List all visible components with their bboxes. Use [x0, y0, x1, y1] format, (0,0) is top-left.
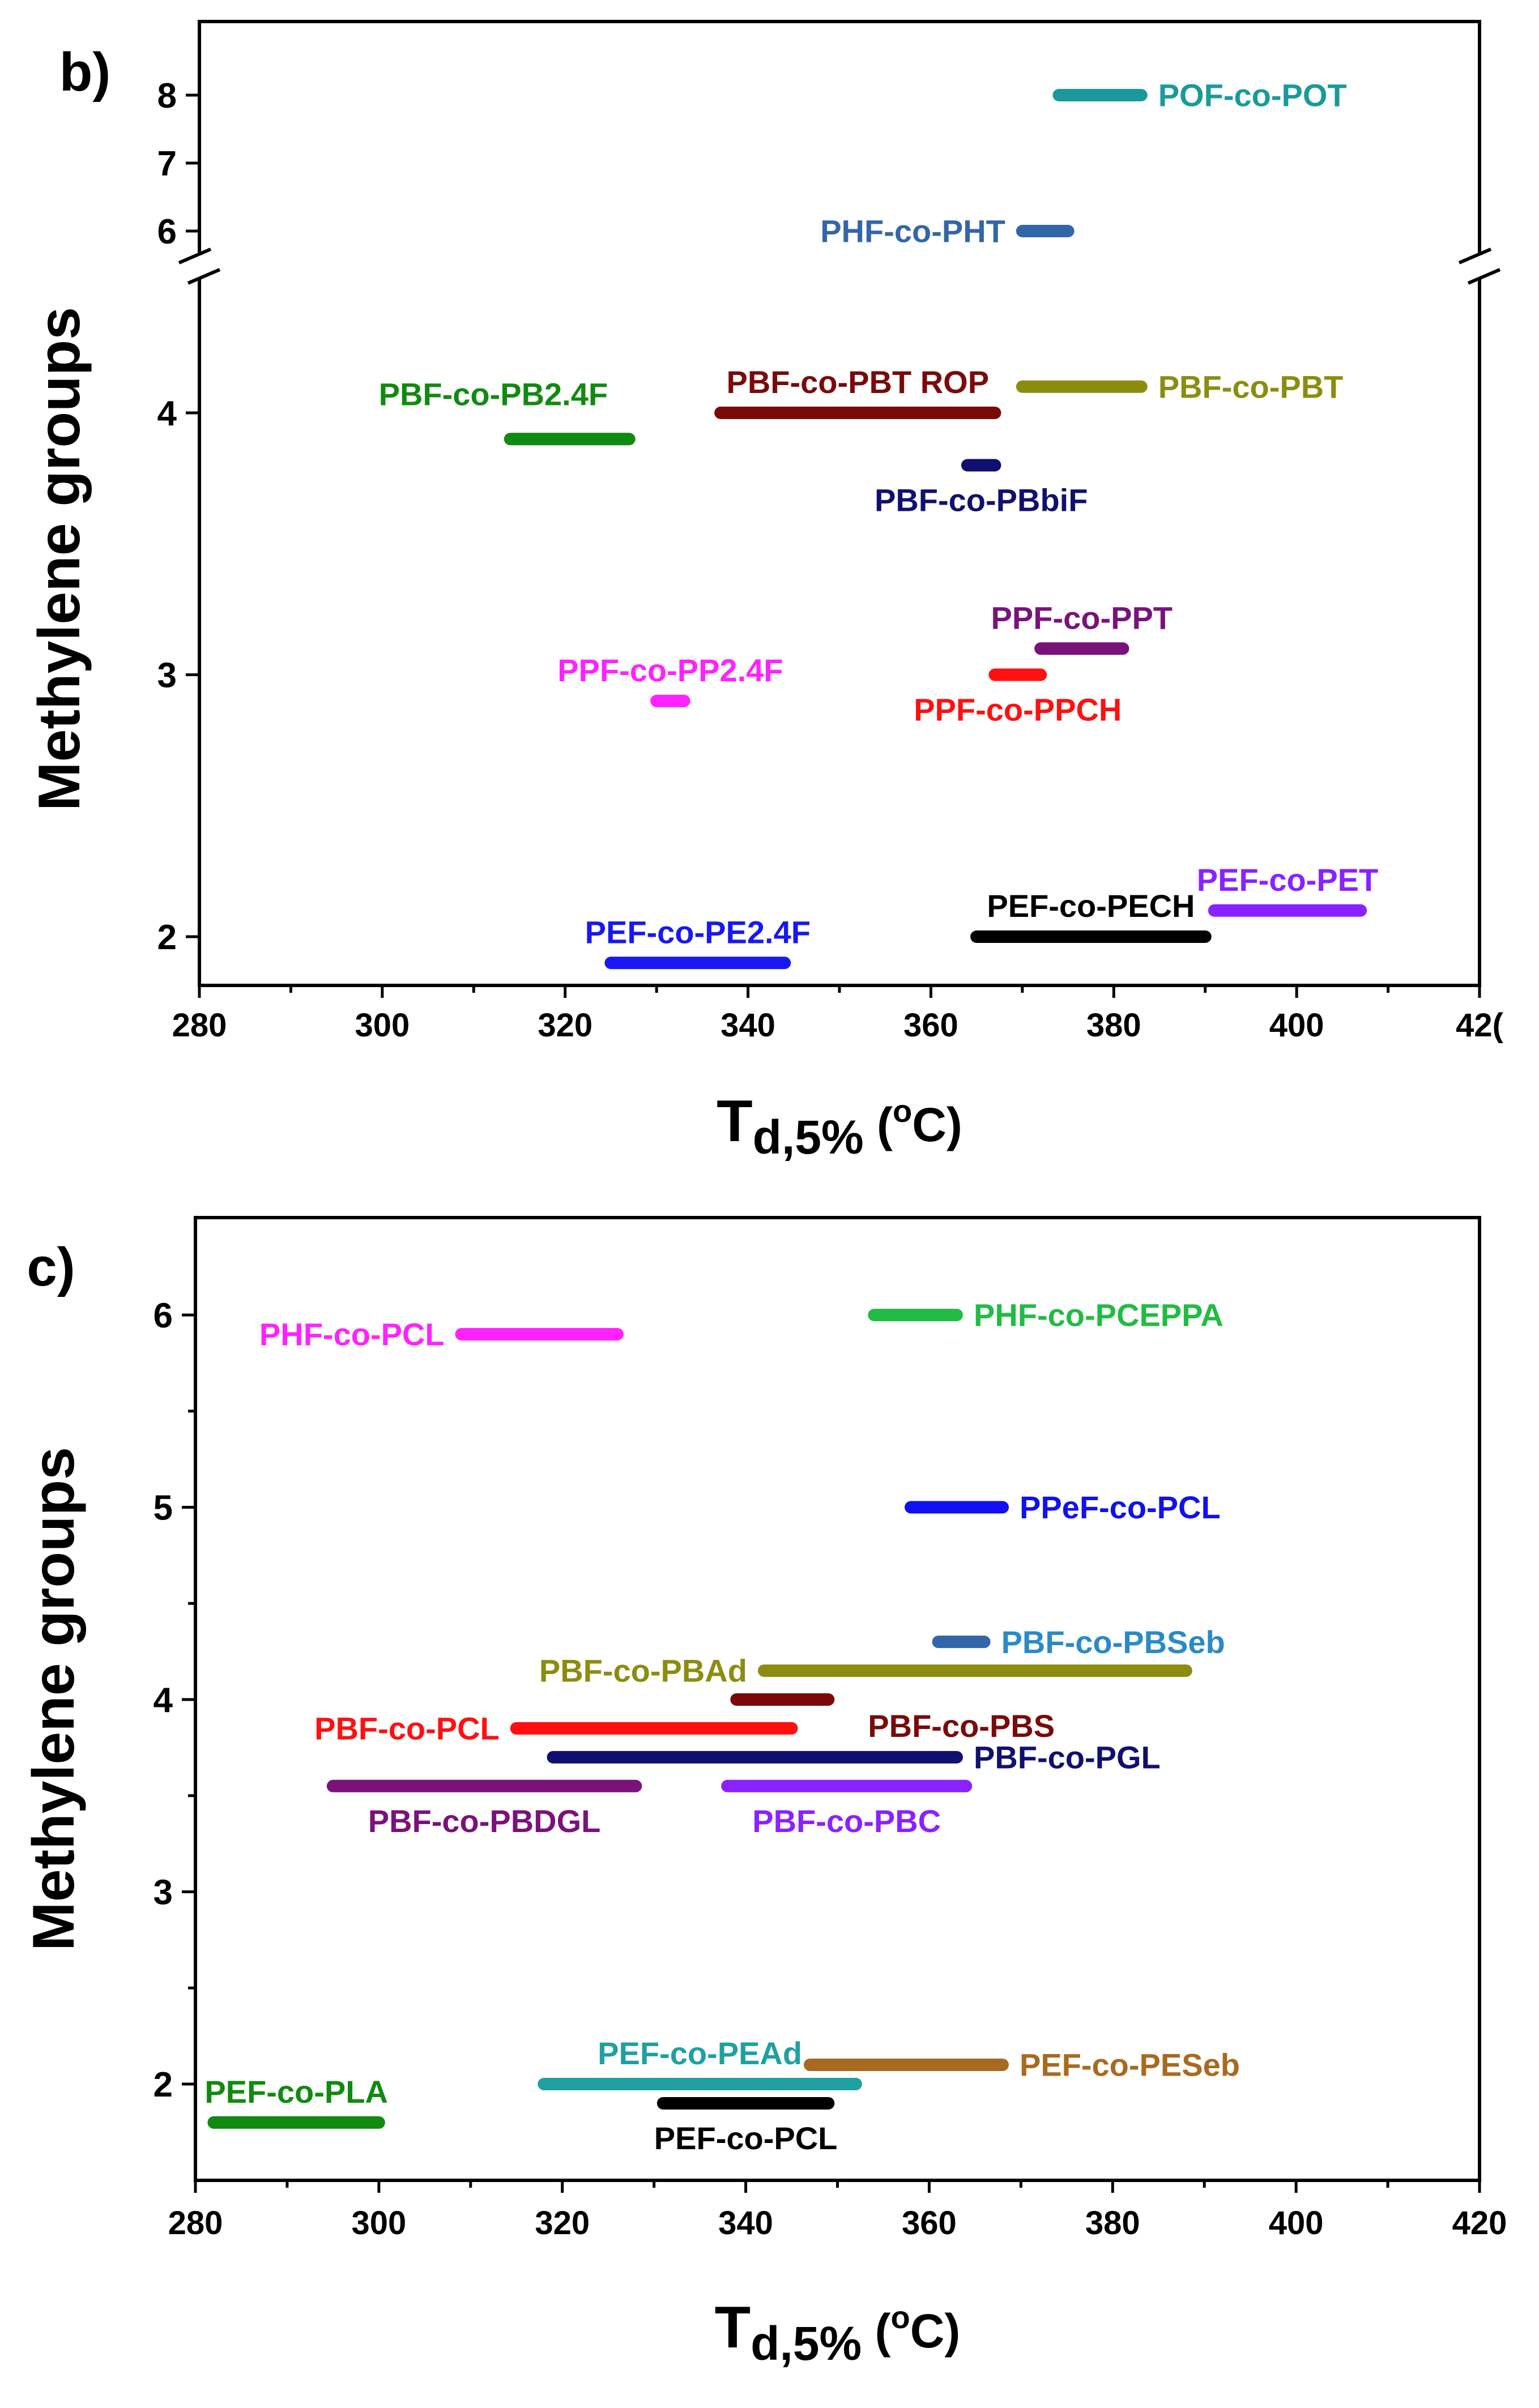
- x-tick-label: 340: [718, 2205, 773, 2242]
- x-tick-label: 360: [903, 1007, 958, 1044]
- series-label-pef-co-pech: PEF-co-PECH: [987, 888, 1195, 924]
- series-label-pbf-co-pgl: PBF-co-PGL: [974, 1739, 1161, 1775]
- axis-break-gap: [177, 254, 222, 279]
- series-label-phf-co-pcl: PHF-co-PCL: [259, 1317, 445, 1352]
- panel-label: c): [27, 1237, 75, 1297]
- y-tick-label: 2: [154, 2065, 173, 2104]
- plot-frame: [194, 1216, 1481, 2182]
- y-tick-label: 5: [154, 1489, 173, 1528]
- series-label-ppef-co-pcl: PPeF-co-PCL: [1020, 1489, 1221, 1525]
- series-label-pef-co-pead: PEF-co-PEAd: [598, 2035, 802, 2071]
- series-label-pbf-co-pb2-4f: PBF-co-PB2.4F: [379, 376, 608, 412]
- x-tick-label: 300: [355, 1007, 410, 1044]
- x-tick-label: 340: [721, 1007, 775, 1044]
- y-tick-label: 4: [157, 394, 177, 433]
- x-tick-label: 300: [351, 2205, 406, 2242]
- series-label-ppf-co-ppt: PPF-co-PPT: [991, 600, 1173, 635]
- x-tick-label: 400: [1269, 1007, 1324, 1044]
- series-label-ppf-co-pp2-4f: PPF-co-PP2.4F: [557, 652, 783, 688]
- series-label-pbf-co-pbt-rop: PBF-co-PBT ROP: [727, 364, 990, 400]
- panel-label: b): [59, 42, 111, 103]
- series-label-phf-co-pceppa: PHF-co-PCEPPA: [974, 1297, 1223, 1333]
- y-tick-label: 4: [154, 1681, 173, 1720]
- series-label-pbf-co-pbseb: PBF-co-PBSeb: [1001, 1624, 1225, 1660]
- series-label-pbf-co-pbdgl: PBF-co-PBDGL: [368, 1803, 601, 1839]
- y-tick-label: 3: [157, 656, 177, 695]
- y-tick-label: 6: [157, 212, 177, 251]
- series-label-pbf-co-pcl: PBF-co-PCL: [314, 1711, 500, 1747]
- x-tick-label: 420: [1452, 2205, 1507, 2242]
- axis-break-mark: [178, 247, 212, 264]
- series-label-pef-co-pet: PEF-co-PET: [1197, 862, 1378, 898]
- x-tick-label: 280: [172, 1007, 227, 1044]
- x-tick-label: 380: [1085, 2205, 1140, 2242]
- y-tick-label: 3: [154, 1873, 173, 1912]
- chart-panel-c: 280 300 320 340 360 380 400 420 2 3 4 5 6 c) Td,5% (oC…: [21, 1216, 1507, 2370]
- series-label-pof-co-pot: POF-co-POT: [1158, 78, 1347, 113]
- series-label-pbf-co-pbbif: PBF-co-PBbiF: [875, 483, 1088, 518]
- y-axis-title: Methylene groups: [27, 307, 92, 811]
- plot-frame: [198, 20, 1481, 987]
- x-tick-label: 360: [902, 2205, 957, 2242]
- x-axis-title: Td,5% (oC): [717, 1088, 962, 1164]
- chart-panel-b: 280 300 320 340 360 380 400 42( 6 7 8 2 3 4 b) Td,5% (o…: [27, 20, 1504, 1164]
- series-label-pbf-co-pbs: PBF-co-PBS: [868, 1708, 1055, 1744]
- y-tick-label: 6: [154, 1296, 173, 1335]
- axis-break-mark: [1458, 247, 1492, 264]
- series-label-pbf-co-pbc: PBF-co-PBC: [752, 1803, 941, 1839]
- x-tick-label: 320: [535, 2205, 590, 2242]
- series-label-pbf-co-pbad: PBF-co-PBAd: [539, 1653, 747, 1689]
- series-label-pef-co-peseb: PEF-co-PESeb: [1020, 2047, 1240, 2083]
- series-label-pef-co-pcl: PEF-co-PCL: [654, 2120, 838, 2156]
- x-tick-label: 380: [1086, 1007, 1141, 1044]
- x-axis-title: Td,5% (oC): [715, 2295, 961, 2370]
- x-tick-label: 400: [1269, 2205, 1324, 2242]
- y-tick-label: 2: [157, 918, 177, 957]
- axis-break-mark: [1467, 268, 1501, 285]
- series-label-pef-co-pe2-4f: PEF-co-PE2.4F: [585, 914, 811, 950]
- axis-break-mark: [187, 268, 221, 285]
- y-axis-title: Methylene groups: [21, 1447, 87, 1951]
- x-tick-label: 320: [538, 1007, 592, 1044]
- y-tick-label: 8: [157, 76, 177, 116]
- x-tick-label: 42(: [1456, 1007, 1504, 1044]
- series-label-phf-co-pht: PHF-co-PHT: [820, 214, 1005, 249]
- y-tick-label: 7: [157, 144, 177, 183]
- series-label-pef-co-pla: PEF-co-PLA: [204, 2074, 388, 2110]
- series-label-ppf-co-ppch: PPF-co-PPCH: [914, 692, 1122, 728]
- axis-break-gap: [1457, 254, 1502, 279]
- series-label-pbf-co-pbt: PBF-co-PBT: [1158, 369, 1344, 404]
- x-tick-label: 280: [168, 2205, 223, 2242]
